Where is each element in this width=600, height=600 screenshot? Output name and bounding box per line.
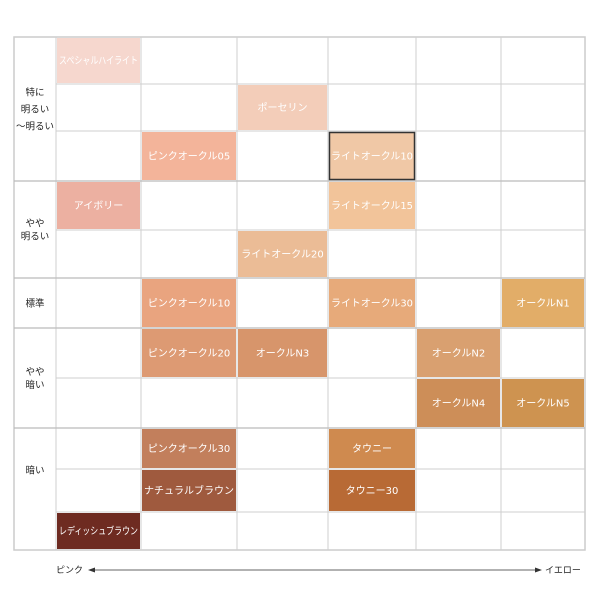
- shade-swatch: [57, 182, 140, 229]
- shade-swatch: [417, 329, 500, 377]
- chart-border: [13, 36, 586, 551]
- shade-cell: ポーセリン: [238, 85, 327, 130]
- shade-cell: ナチュラルブラウン: [142, 470, 236, 511]
- shade-label: ナチュラルブラウン: [144, 484, 234, 497]
- shade-label: ライトオークル15: [331, 200, 413, 212]
- axis-arrow-left: [88, 567, 95, 573]
- shade-cell: タウニー: [329, 429, 415, 468]
- shade-swatch: [142, 132, 236, 180]
- shade-cell: オークルN1: [502, 279, 584, 327]
- shade-swatch: [502, 279, 584, 327]
- axis-arrow-right: [535, 567, 542, 573]
- selected-outline: [328, 131, 416, 181]
- row-group-label: やや: [25, 219, 44, 230]
- row-group-label: 暗い: [25, 379, 44, 391]
- shade-swatch: [329, 132, 415, 180]
- shade-cell: オークルN4: [417, 379, 500, 427]
- shade-label: レディッシュブラウン: [59, 525, 138, 538]
- shade-cell: ピンクオークル20: [142, 329, 236, 377]
- shade-label: ライトオークル10: [331, 151, 413, 163]
- shade-cell: レディッシュブラウン: [57, 513, 140, 549]
- shade-swatch: [142, 329, 236, 377]
- shade-swatch: [57, 513, 140, 549]
- shade-swatch: [502, 379, 584, 427]
- shade-swatch: [329, 429, 415, 468]
- shade-label: オークルN5: [516, 398, 570, 410]
- shade-cell: ライトオークル30: [329, 279, 415, 327]
- row-group-label: 特に: [25, 87, 44, 99]
- shade-swatch: [329, 279, 415, 327]
- row-group-label: 〜明るい: [16, 122, 54, 133]
- row-group-label: 暗い: [25, 465, 44, 477]
- row-group-label: 明るい: [21, 105, 50, 116]
- axis-right-label: イエロー: [545, 566, 581, 576]
- shade-label: ピンクオークル30: [148, 443, 230, 455]
- shade-cell: ピンクオークル05: [142, 132, 236, 180]
- grid: [13, 36, 586, 551]
- shade-cell: ピンクオークル10: [142, 279, 236, 327]
- shade-label: オークルN2: [432, 348, 486, 360]
- row-group-label: 明るい: [21, 232, 50, 243]
- shade-cell: ライトオークル10: [328, 131, 416, 181]
- shade-cell: ピンクオークル30: [142, 429, 236, 468]
- shade-swatch: [238, 329, 327, 377]
- row-group-label: やや: [25, 367, 44, 378]
- shade-label: スペシャルハイライト: [59, 55, 138, 67]
- shade-cell: ライトオークル15: [329, 182, 415, 229]
- shade-label: ライトオークル30: [331, 298, 413, 310]
- shade-label: ライトオークル20: [241, 249, 323, 261]
- shade-cell: アイボリー: [57, 182, 140, 229]
- shade-cell: オークルN2: [417, 329, 500, 377]
- shade-cell: オークルN5: [502, 379, 584, 427]
- shade-swatch: [417, 379, 500, 427]
- shade-cell: オークルN3: [238, 329, 327, 377]
- shade-swatch: [329, 182, 415, 229]
- shade-label: アイボリー: [74, 200, 124, 212]
- shade-cell: タウニー30: [329, 470, 415, 511]
- shade-swatch: [238, 231, 327, 277]
- shade-label: タウニー: [352, 443, 392, 455]
- axis-left-label: ピンク: [56, 565, 83, 576]
- shade-label: オークルN4: [432, 398, 486, 410]
- row-group-label: 標準: [25, 298, 45, 310]
- shade-label: ピンクオークル20: [148, 348, 230, 360]
- shade-label: ピンクオークル05: [148, 151, 230, 163]
- shade-cell: ライトオークル20: [238, 231, 327, 277]
- shade-label: オークルN3: [256, 348, 310, 360]
- shade-swatch: [238, 85, 327, 130]
- shade-label: ポーセリン: [258, 102, 308, 114]
- shade-label: ピンクオークル10: [148, 298, 230, 310]
- shade-label: タウニー30: [346, 485, 399, 497]
- shade-label: オークルN1: [516, 298, 570, 310]
- shade-swatch: [142, 470, 236, 511]
- shade-swatch: [142, 279, 236, 327]
- pink-yellow-axis: ピンク イエロー: [56, 565, 581, 576]
- shade-swatch: [142, 429, 236, 468]
- shade-cell: スペシャルハイライト: [57, 38, 140, 83]
- shade-swatch: [329, 470, 415, 511]
- shade-swatch: [57, 38, 140, 83]
